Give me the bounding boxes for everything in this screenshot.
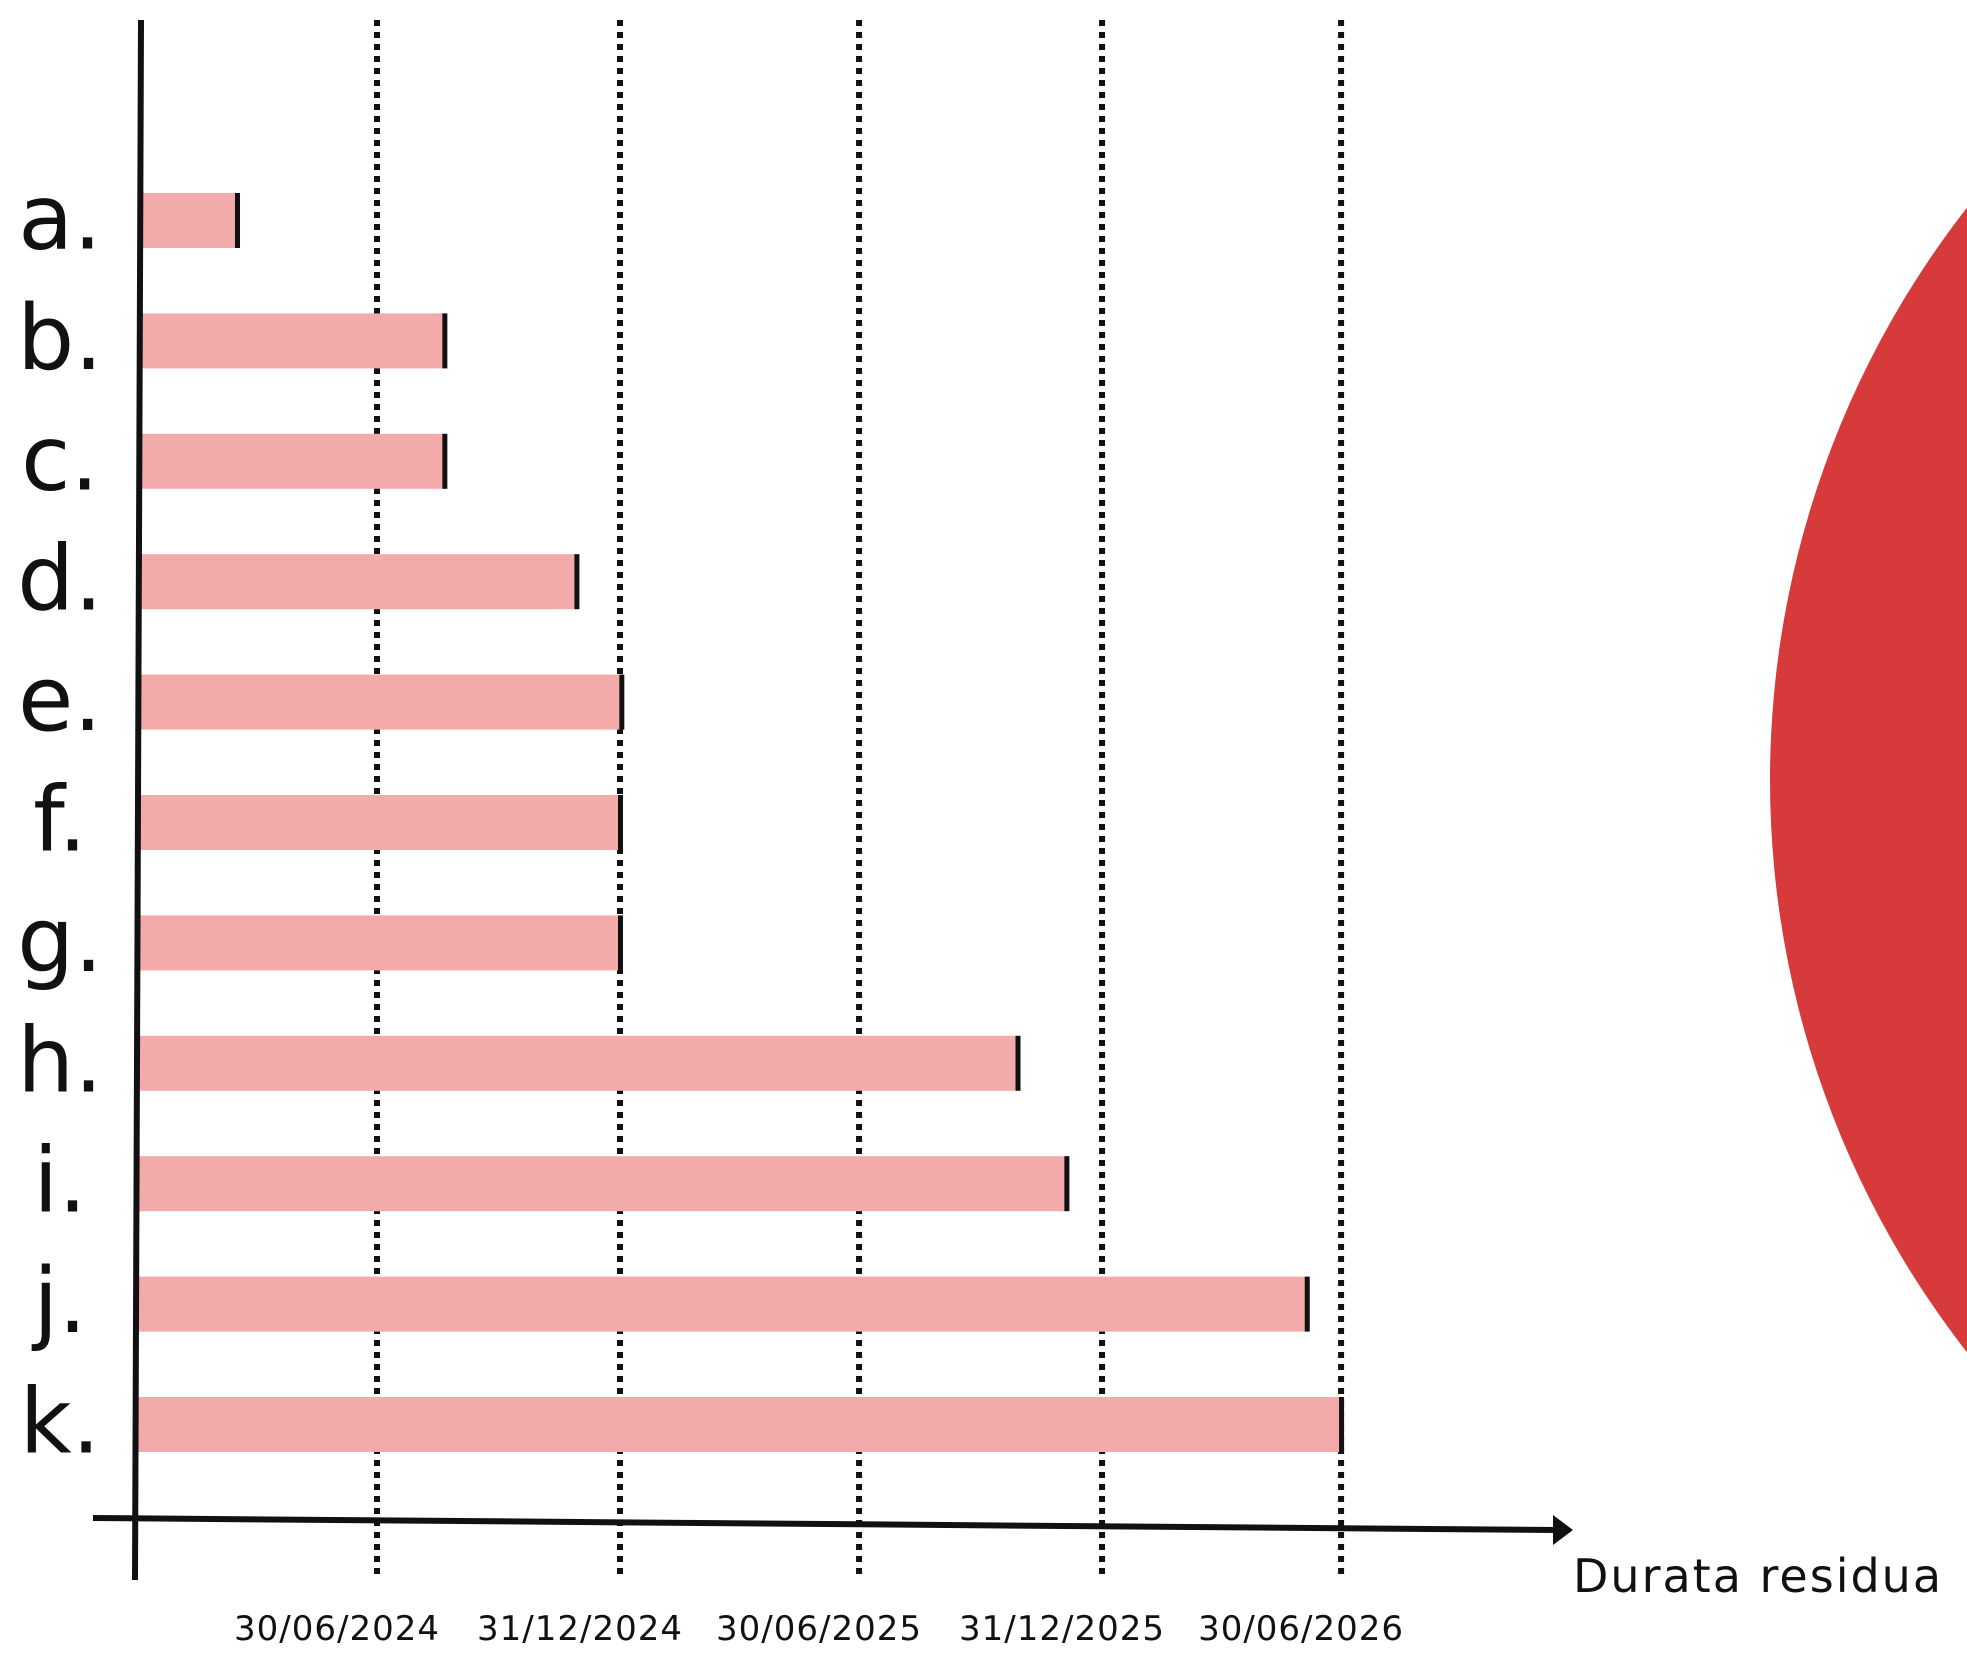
category-label-b: b. — [17, 286, 103, 391]
x-tick-label-4: 30/06/2026 — [1198, 1609, 1404, 1649]
bar-end-marker-g — [618, 915, 623, 971]
bar-end-marker-i — [1064, 1156, 1070, 1212]
bar-b — [139, 313, 445, 369]
bar-j — [136, 1276, 1307, 1332]
x-tick-label-1: 31/12/2024 — [477, 1609, 683, 1649]
x-tick-label-2: 30/06/2025 — [716, 1609, 922, 1649]
bar-d — [138, 554, 577, 610]
x-axis — [92, 1515, 1556, 1533]
bar-end-marker-a — [235, 193, 241, 248]
bar-g — [137, 915, 620, 971]
bar-a — [140, 193, 238, 248]
bar-c — [139, 433, 445, 489]
bar-end-marker-c — [442, 433, 448, 489]
bar-i — [136, 1156, 1067, 1212]
bar-e — [138, 674, 622, 730]
category-label-f: f. — [33, 768, 87, 873]
category-label-h: h. — [17, 1008, 103, 1113]
bars — [135, 193, 1345, 1452]
bar-k — [135, 1397, 1342, 1452]
x-tick-label-0: 30/06/2024 — [234, 1609, 440, 1649]
x-axis-arrowhead — [1553, 1515, 1573, 1545]
category-label-k: k. — [20, 1370, 101, 1475]
bar-end-marker-b — [442, 313, 448, 369]
x-tick-labels: 30/06/2024 31/12/2024 30/06/2025 31/12/2025… — [234, 1609, 1404, 1649]
bar-h — [136, 1035, 1018, 1091]
x-tick-label-3: 31/12/2025 — [959, 1609, 1165, 1649]
category-label-c: c. — [21, 406, 99, 511]
category-label-d: d. — [17, 527, 103, 632]
x-axis-label: Durata residua — [1573, 1549, 1943, 1603]
bar-end-marker-f — [618, 795, 623, 850]
y-axis — [132, 19, 144, 1581]
bar-end-marker-e — [619, 674, 625, 730]
category-label-a: a. — [18, 166, 102, 271]
bar-end-marker-h — [1015, 1035, 1021, 1091]
category-label-g: g. — [17, 888, 103, 993]
bar-end-marker-j — [1304, 1276, 1310, 1332]
decorative-red-circle — [1770, 207, 1967, 1353]
category-label-i: i. — [33, 1129, 87, 1234]
category-label-j: j. — [31, 1249, 87, 1354]
bar-end-marker-d — [574, 554, 580, 610]
bar-end-marker-k — [1339, 1397, 1345, 1452]
category-labels: a. b. c. d. e. f. g. h. i. j. k. — [17, 166, 103, 1475]
category-label-e: e. — [18, 647, 102, 752]
bar-f — [137, 795, 621, 850]
